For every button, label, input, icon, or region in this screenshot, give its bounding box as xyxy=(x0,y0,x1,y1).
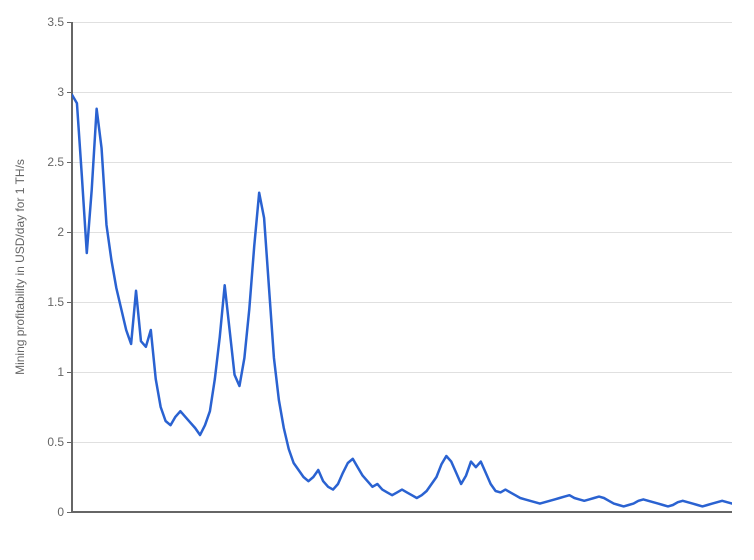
plot-area: 00.511.522.533.5 xyxy=(72,22,732,512)
y-tick-label: 3.5 xyxy=(47,15,72,29)
y-axis-title: Mining profitability in USD/day for 1 TH… xyxy=(13,159,27,375)
y-tick-label: 1 xyxy=(57,365,72,379)
chart-container: 00.511.522.533.5 Mining profitability in… xyxy=(0,0,754,560)
y-tick-label: 1.5 xyxy=(47,295,72,309)
y-tick-label: 3 xyxy=(57,85,72,99)
y-tick-label: 0 xyxy=(57,505,72,519)
y-tick-label: 2.5 xyxy=(47,155,72,169)
y-tick-label: 0.5 xyxy=(47,435,72,449)
y-tick-label: 2 xyxy=(57,225,72,239)
line-series xyxy=(72,22,732,512)
